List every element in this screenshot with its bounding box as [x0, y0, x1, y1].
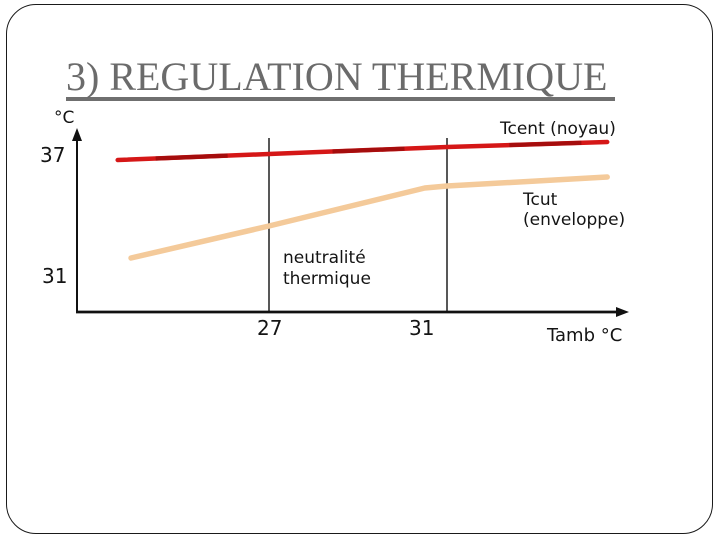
y-axis-unit-label: °C: [54, 108, 75, 128]
tcut-series-label-line1: Tcut: [523, 190, 558, 210]
x-axis-arrow: [616, 307, 629, 317]
x-tick-31: 31: [409, 316, 435, 340]
series-line-tcut: [128, 174, 610, 261]
y-tick-31: 31: [42, 264, 68, 288]
slide-title: 3) REGULATION THERMIQUE: [66, 57, 616, 101]
y-tick-37: 37: [40, 143, 66, 167]
tcut-series-label: Tcut (enveloppe): [523, 190, 625, 230]
thermal-neutrality-line1: neutralité: [283, 248, 366, 268]
thermal-neutrality-line2: thermique: [283, 269, 371, 289]
x-tick-27: 27: [257, 316, 283, 340]
tcent-series-label: Tcent (noyau): [500, 119, 616, 139]
series-line-tcent-accent-segments: [117, 139, 608, 163]
tcut-series-label-line2: (enveloppe): [523, 210, 626, 230]
y-axis-arrow: [72, 128, 82, 141]
x-axis-title: Tamb °C: [547, 325, 623, 346]
thermal-neutrality-annotation: neutralité thermique: [283, 248, 371, 290]
